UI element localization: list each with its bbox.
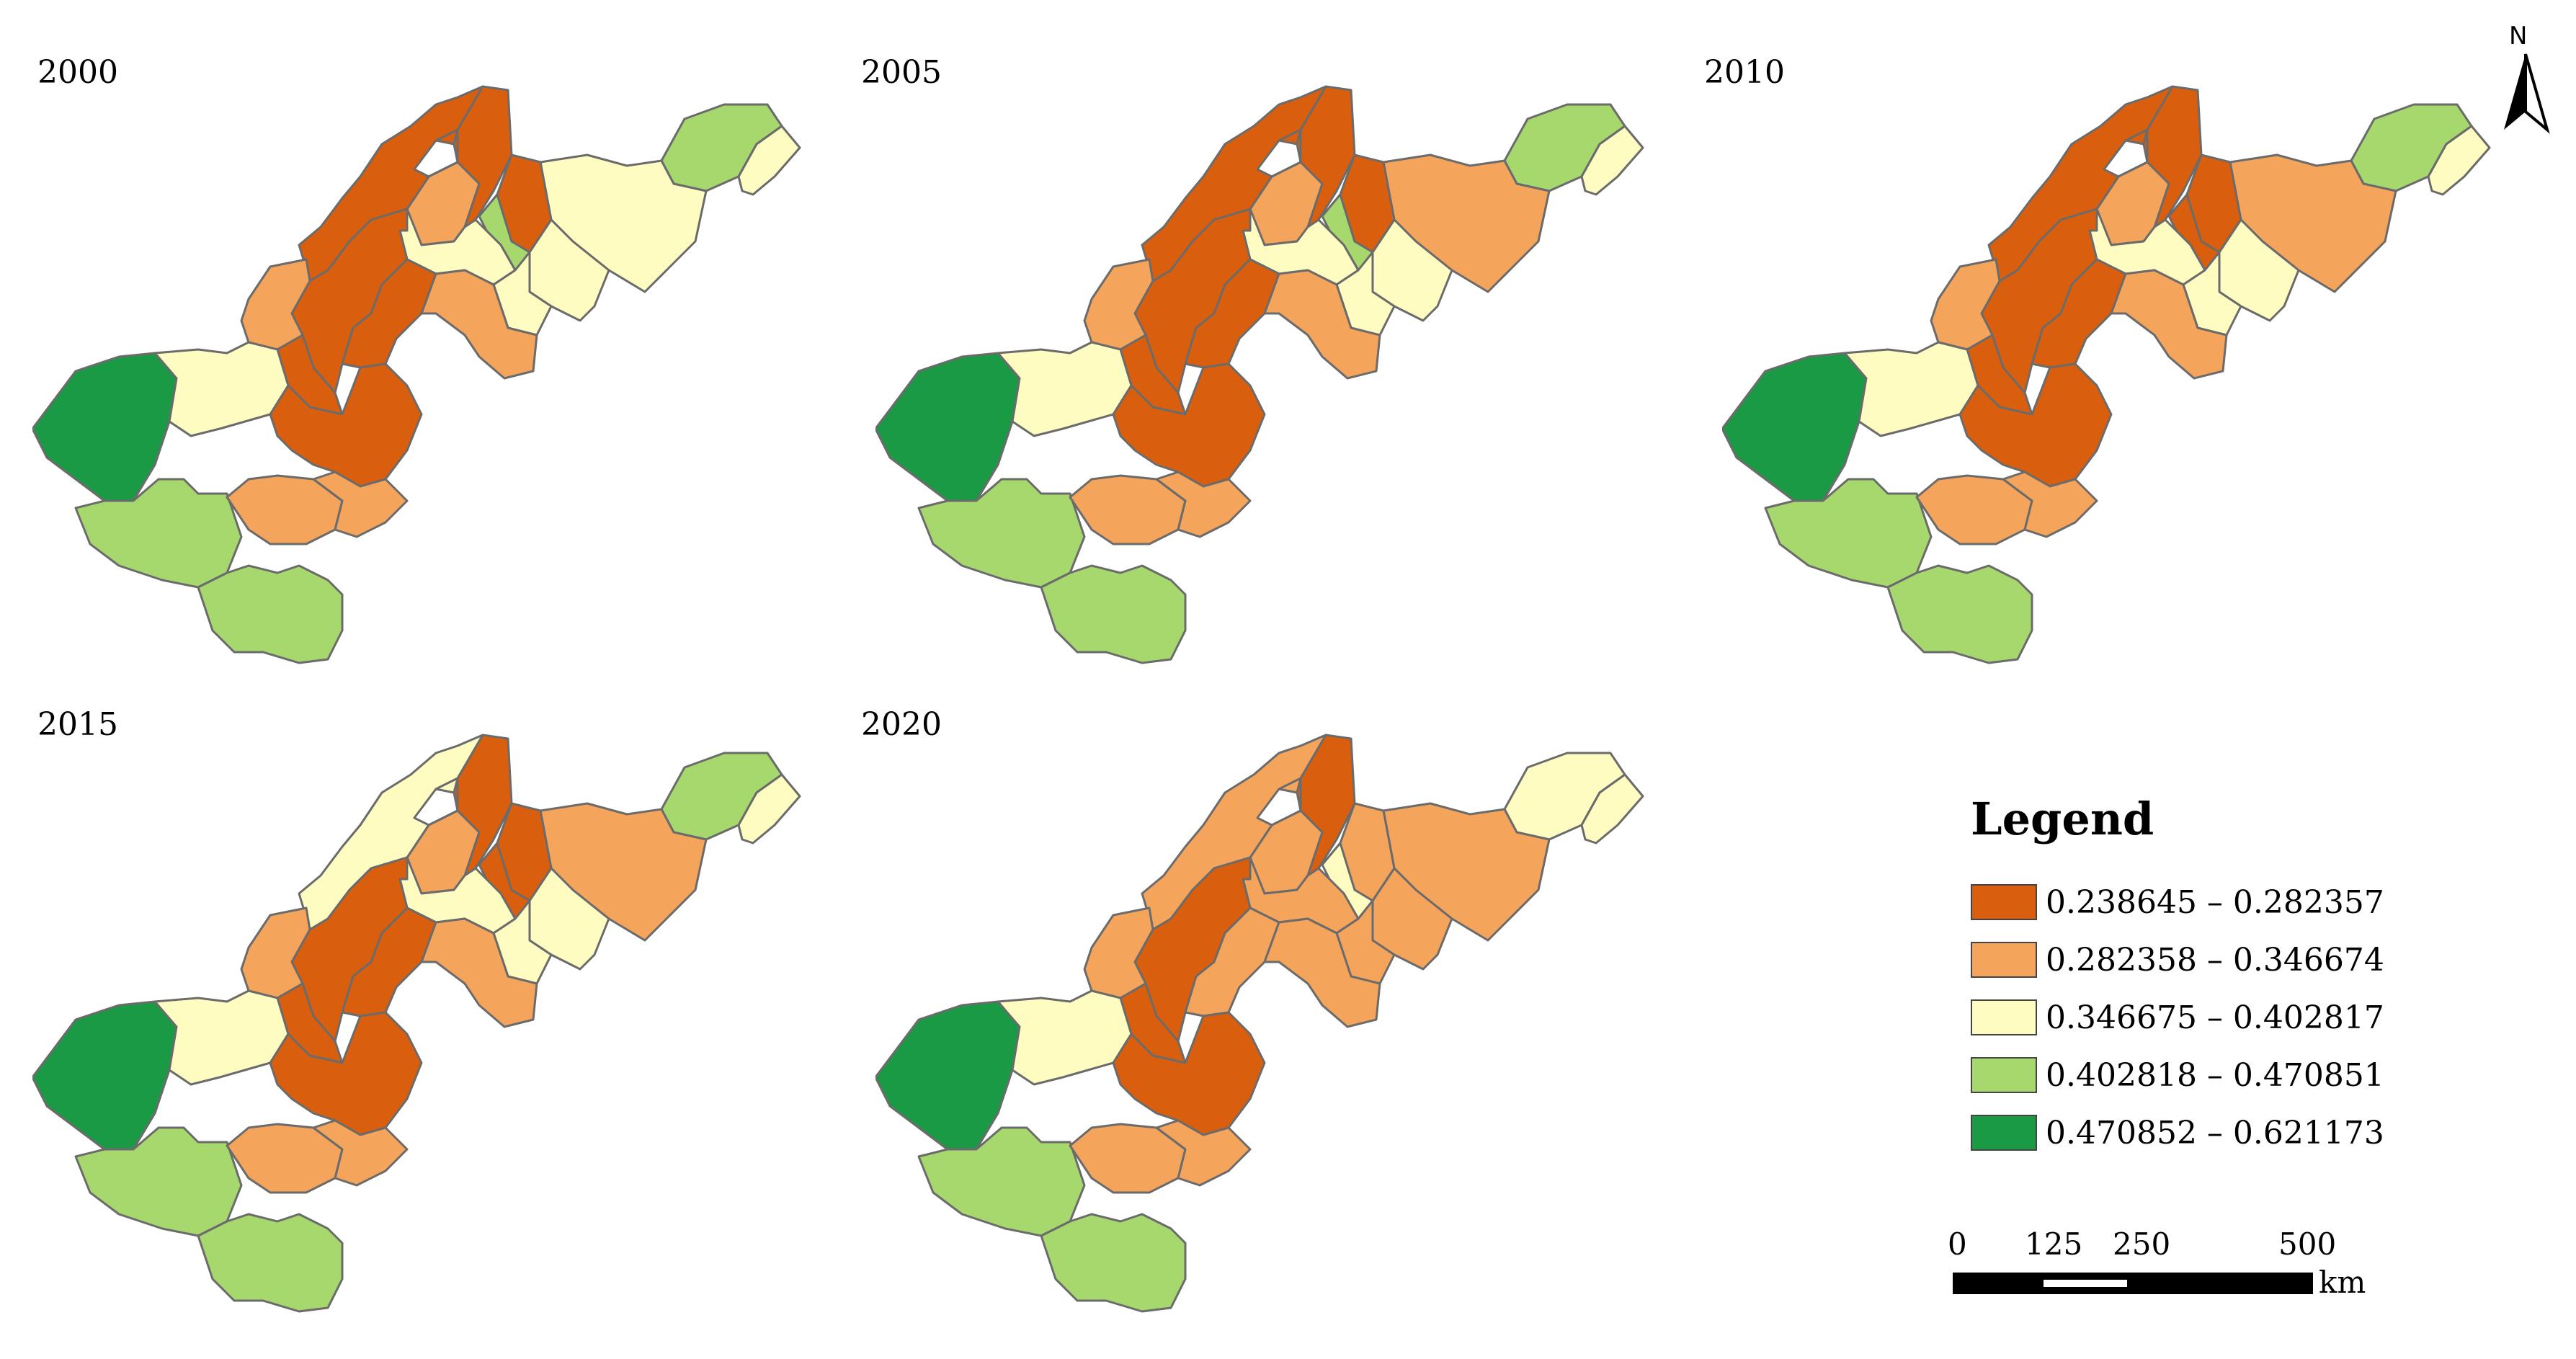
region-19 bbox=[917, 1126, 1086, 1237]
region-18 bbox=[997, 341, 1133, 437]
legend-swatch bbox=[1971, 1057, 2037, 1093]
legend-title: Legend bbox=[1971, 793, 2154, 845]
region-2 bbox=[2427, 125, 2491, 196]
region-8 bbox=[1987, 85, 2174, 282]
legend-label: 0.346675 – 0.402817 bbox=[2046, 999, 2384, 1036]
region-8 bbox=[298, 734, 484, 931]
region-22 bbox=[269, 362, 423, 488]
scale-tick-250: 250 bbox=[2113, 1226, 2171, 1262]
map-panel-2020 bbox=[875, 734, 1644, 1313]
region-21 bbox=[1040, 1213, 1187, 1313]
region-17 bbox=[875, 1000, 1021, 1151]
year-label-2000: 2000 bbox=[37, 54, 118, 91]
scale-unit: km bbox=[2319, 1265, 2366, 1300]
legend-item-3: 0.346675 – 0.402817 bbox=[1971, 996, 2384, 1039]
scale-bar bbox=[1953, 1273, 2313, 1294]
scale-tick-125: 125 bbox=[2025, 1226, 2083, 1262]
region-19 bbox=[74, 1126, 243, 1237]
region-17 bbox=[875, 352, 1021, 502]
region-21 bbox=[197, 564, 344, 664]
region-22 bbox=[1112, 362, 1266, 488]
map-panel-2005 bbox=[875, 85, 1644, 664]
legend-item-5: 0.470852 – 0.621173 bbox=[1971, 1111, 2384, 1154]
legend-label: 0.282358 – 0.346674 bbox=[2046, 941, 2384, 979]
region-8 bbox=[298, 85, 484, 282]
region-17 bbox=[32, 352, 178, 502]
legend-swatch bbox=[1971, 999, 2037, 1035]
region-23 bbox=[1155, 471, 1252, 538]
region-23 bbox=[312, 471, 409, 538]
map-panel-2010 bbox=[1722, 85, 2491, 664]
region-2 bbox=[1580, 773, 1644, 845]
scale-tick-500: 500 bbox=[2278, 1226, 2337, 1262]
north-label: N bbox=[2509, 22, 2528, 50]
region-22 bbox=[1112, 1011, 1266, 1136]
region-2 bbox=[737, 125, 801, 196]
legend-swatch bbox=[1971, 1115, 2037, 1151]
region-16 bbox=[1263, 917, 1381, 1028]
scale-tick-0: 0 bbox=[1948, 1226, 1967, 1262]
region-16 bbox=[2110, 269, 2228, 380]
map-panel-2015 bbox=[32, 734, 801, 1313]
region-19 bbox=[74, 478, 243, 589]
year-label-2010: 2010 bbox=[1704, 54, 1785, 91]
region-22 bbox=[1958, 362, 2113, 488]
legend-swatch bbox=[1971, 942, 2037, 978]
region-23 bbox=[312, 1119, 409, 1187]
year-label-2005: 2005 bbox=[861, 54, 942, 91]
map-panel-2000 bbox=[32, 85, 801, 664]
legend-label: 0.470852 – 0.621173 bbox=[2046, 1114, 2384, 1151]
region-8 bbox=[1141, 734, 1327, 931]
region-18 bbox=[153, 989, 290, 1086]
region-23 bbox=[2002, 471, 2098, 538]
region-2 bbox=[1580, 125, 1644, 196]
region-21 bbox=[1040, 564, 1187, 664]
region-19 bbox=[917, 478, 1086, 589]
region-2 bbox=[737, 773, 801, 845]
region-21 bbox=[1886, 564, 2033, 664]
region-13 bbox=[1930, 258, 2001, 351]
region-8 bbox=[1141, 85, 1327, 282]
region-13 bbox=[240, 258, 311, 351]
legend-item-2: 0.282358 – 0.346674 bbox=[1971, 938, 2384, 981]
region-18 bbox=[153, 341, 290, 437]
region-17 bbox=[1722, 352, 1868, 502]
region-18 bbox=[997, 989, 1133, 1086]
legend-label: 0.238645 – 0.282357 bbox=[2046, 883, 2384, 921]
legend-swatch bbox=[1971, 884, 2037, 920]
legend-item-1: 0.238645 – 0.282357 bbox=[1971, 881, 2384, 924]
region-16 bbox=[420, 917, 538, 1028]
year-label-2020: 2020 bbox=[861, 706, 942, 743]
region-22 bbox=[269, 1011, 423, 1136]
region-13 bbox=[1083, 906, 1154, 999]
region-13 bbox=[1083, 258, 1154, 351]
region-16 bbox=[420, 269, 538, 380]
legend-item-4: 0.402818 – 0.470851 bbox=[1971, 1053, 2384, 1097]
region-18 bbox=[1843, 341, 1979, 437]
year-label-2015: 2015 bbox=[37, 706, 118, 743]
region-17 bbox=[32, 1000, 178, 1151]
region-21 bbox=[197, 1213, 344, 1313]
north-arrow-icon bbox=[2504, 53, 2550, 134]
region-16 bbox=[1263, 269, 1381, 380]
region-13 bbox=[240, 906, 311, 999]
legend-label: 0.402818 – 0.470851 bbox=[2046, 1056, 2384, 1094]
region-23 bbox=[1155, 1119, 1252, 1187]
region-19 bbox=[1764, 478, 1933, 589]
